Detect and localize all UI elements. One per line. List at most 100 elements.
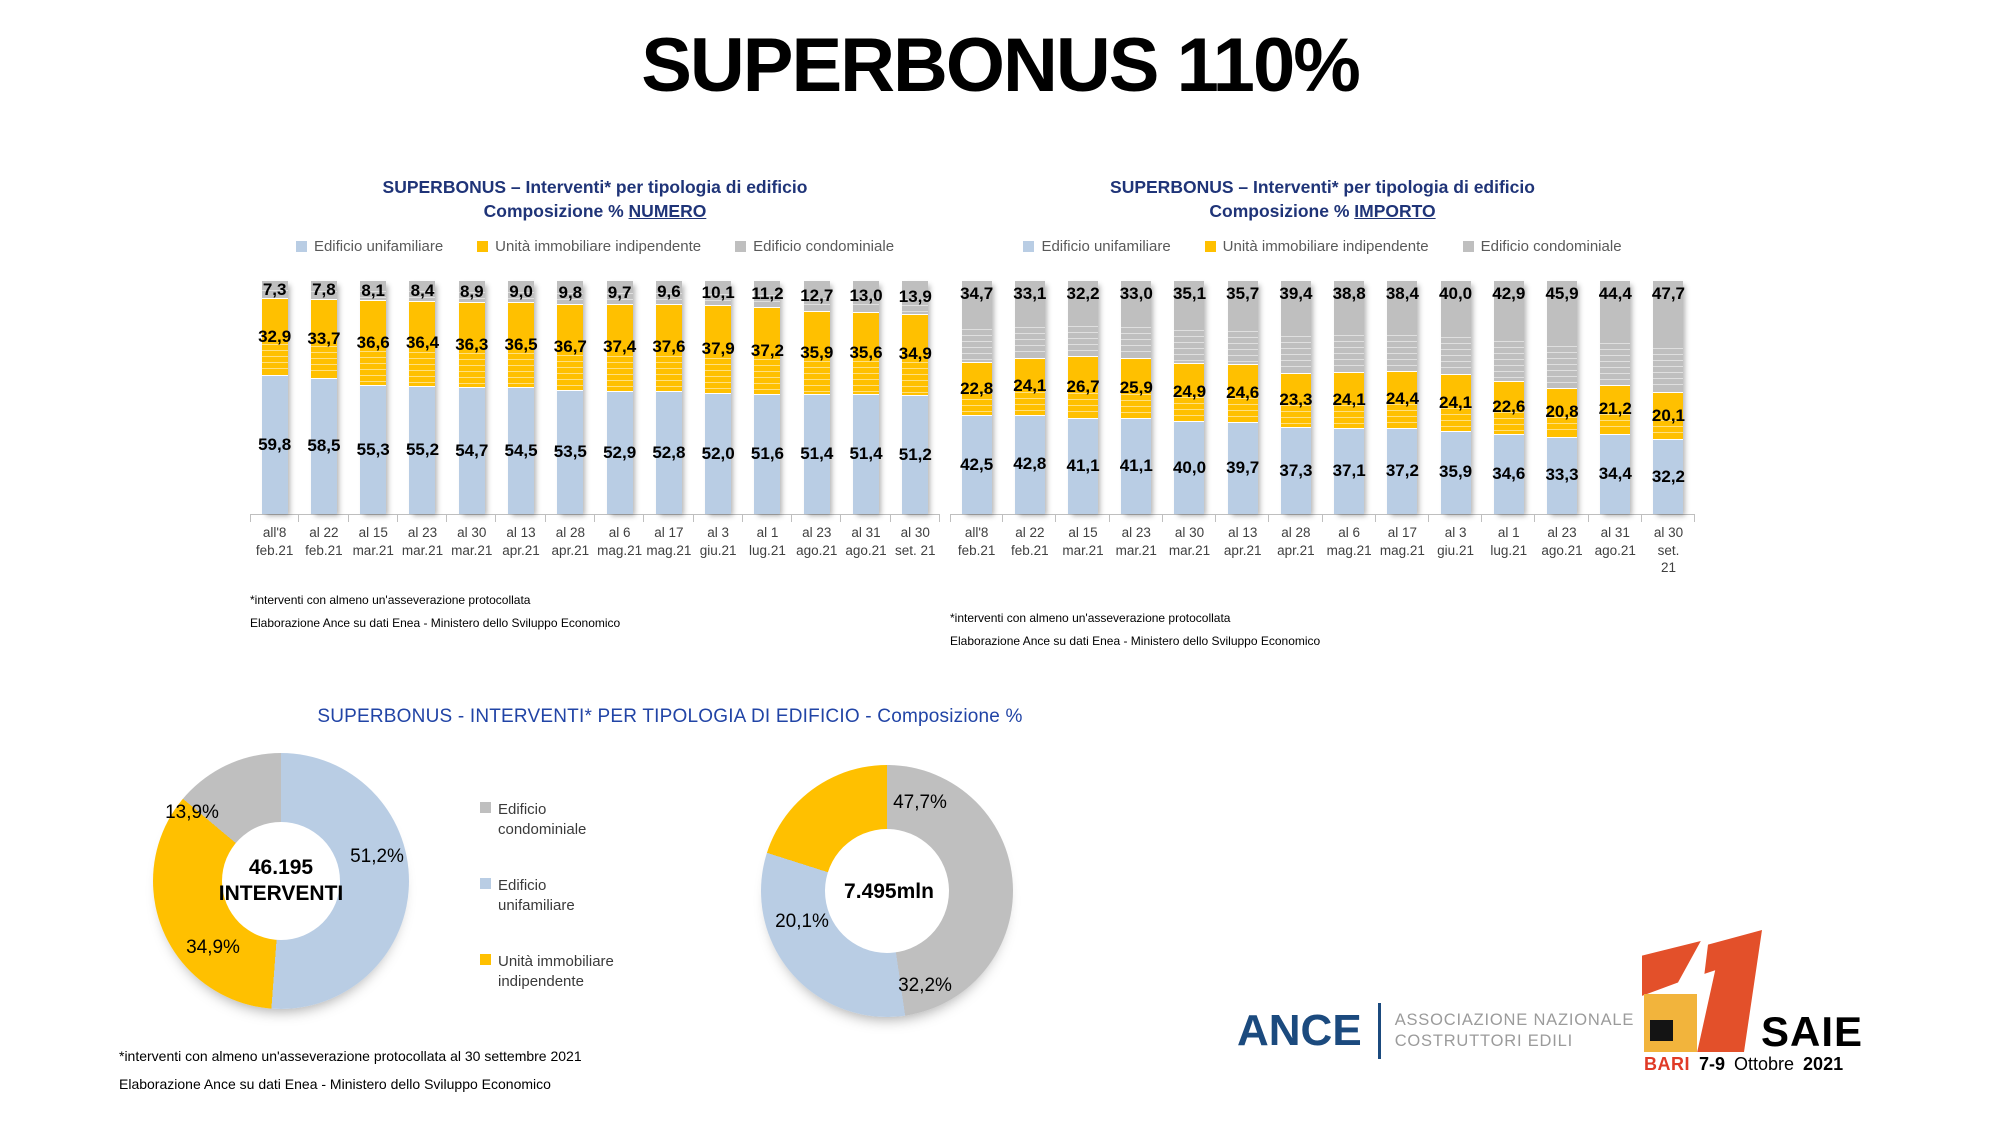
donut-center-value: 7.495mln (844, 879, 934, 903)
bar-value-label: 44,4 (1598, 284, 1632, 304)
bar-segment-con (1600, 281, 1631, 385)
bar-value-label: 35,9 (800, 342, 834, 362)
bar-segment-uni (1493, 433, 1524, 515)
bar-value-label: 22,8 (960, 378, 994, 398)
plot-area: 42,5 22,8 34,7 42,8 24,1 33,1 41,1 26,7 32,2 41,1… (950, 281, 1696, 523)
bar-segment-con (1547, 281, 1578, 389)
bar-value-label: 34,6 (1492, 463, 1526, 483)
stacked-bar (1547, 281, 1578, 515)
bar-segment-ind (310, 299, 337, 378)
bar-segment-uni (557, 389, 584, 515)
bar-segment-con (458, 281, 485, 302)
bar-segment-ind (803, 310, 830, 395)
x-tick-label: al 13 apr.21 (1223, 525, 1262, 558)
bar-segment-uni (803, 394, 830, 515)
bar-value-label: 33,7 (307, 328, 341, 348)
x-tick-label: al 23 mar.21 (401, 525, 444, 558)
bar-segment-con (1387, 281, 1418, 371)
legend-label: Edificio condominiale (498, 801, 587, 838)
bar-segment-uni (1600, 434, 1631, 515)
legend-swatch (1462, 241, 1474, 253)
legend-swatch (1023, 241, 1035, 253)
bar-segment-con (310, 281, 337, 300)
x-tick-label: al 23 mar.21 (1115, 525, 1157, 558)
bar-value-label: 37,3 (1279, 460, 1313, 480)
bar-value-label: 9,8 (558, 282, 583, 302)
x-tick-label: al 22 feb.21 (1011, 525, 1049, 558)
footnote: Elaborazione Ance su dati Enea - Ministe… (250, 616, 621, 631)
legend-swatch (480, 878, 491, 889)
bar-segment-con (1014, 281, 1045, 359)
bar-value-label: 8,1 (361, 280, 386, 300)
slice-label-condominiale: 47,7% (893, 792, 947, 813)
bar-value-label: 24,4 (1385, 389, 1419, 409)
bar-segment-uni (655, 391, 682, 515)
bar-segment-ind (1334, 371, 1365, 428)
legend-label: Edificio condominiale (1480, 238, 1622, 256)
bar-value-label: 9,7 (607, 282, 632, 302)
bar-value-label: 20,8 (1545, 402, 1579, 422)
legend-swatch (295, 241, 307, 253)
bar-segment-ind (1653, 392, 1684, 440)
bar-value-label: 59,8 (258, 434, 292, 454)
x-tick-label: al 17 mag.21 (1379, 525, 1425, 558)
ance-logo-description: Associazione Nazionale Costruttori Edili (1395, 1010, 1634, 1053)
bar-segment-ind (1493, 381, 1524, 434)
bar-value-label: 54,7 (455, 440, 489, 460)
legend-item: Unità immobiliare indipendente (477, 238, 701, 255)
bar-value-label: 9,0 (509, 281, 533, 301)
bar-segment-ind (557, 304, 584, 390)
bar-column: 34,4 21,2 44,4 (1589, 281, 1643, 523)
bar-segment-con (261, 281, 288, 299)
stacked-bar (1121, 281, 1152, 515)
bar-value-label: 40,0 (1172, 457, 1207, 477)
footnote: Elaborazione Ance su dati Enea - Ministe… (119, 1076, 551, 1092)
bar-segment-ind (508, 302, 535, 388)
bar-segment-ind (458, 301, 485, 387)
stacked-bar (1068, 281, 1099, 515)
bar-column: 39,7 24,6 35,7 (1216, 281, 1270, 523)
bar-segment-con (606, 281, 633, 304)
x-tick-label: all'8 feb.21 (255, 525, 294, 558)
stacked-bar (655, 281, 682, 515)
bar-column: 51,6 37,2 11,2 (743, 281, 793, 523)
chart-subtitle-prefix: Composizione % (483, 200, 629, 221)
bar-column: 51,4 35,9 12,7 (792, 281, 842, 523)
bar-value-label: 42,5 (960, 454, 994, 474)
x-tick-label: al 3 giu.21 (699, 525, 737, 558)
bar-segment-con (705, 281, 732, 305)
bar-segment-ind (1227, 364, 1258, 422)
chart-subtitle-prefix: Composizione % (1209, 200, 1355, 221)
bar-value-label: 36,6 (356, 332, 390, 352)
x-axis-labels: all'8 feb.21 al 22 feb.21 al 15 mar.21 al 23 ma… (950, 524, 1695, 577)
bar-value-label: 38,8 (1332, 284, 1366, 304)
stacked-bar (409, 281, 436, 515)
bar-value-label: 58,5 (307, 436, 341, 456)
donut-center-label: 7.495mln (844, 879, 934, 905)
bar-segment-con (1227, 281, 1258, 365)
bottom-footnotes: *interventi con almeno un'asseverazione … (119, 1042, 582, 1098)
bar-value-label: 22,6 (1492, 397, 1526, 417)
bar-segment-con (1121, 281, 1152, 359)
bar-segment-con (655, 281, 682, 304)
legend-label: Unità immobiliare indipendente (498, 953, 614, 990)
bar-value-label: 42,9 (1492, 284, 1526, 304)
bar-segment-ind (902, 313, 929, 395)
saie-month: Ottobre (1734, 1054, 1795, 1074)
bar-segment-uni (902, 394, 929, 515)
bar-segment-ind (1121, 358, 1152, 419)
legend-swatch (480, 954, 491, 965)
bar-value-label: 7,8 (312, 280, 336, 300)
bar-value-label: 52,8 (652, 442, 686, 462)
chart-subtitle: Composizione % NUMERO (250, 200, 940, 224)
bar-column: 40,0 24,9 35,1 (1163, 281, 1217, 523)
x-tick-label: al 23 ago.21 (796, 525, 838, 558)
x-tick-label: al 6 mag.21 (597, 525, 643, 558)
legend-label: Edificio unifamiliare (498, 877, 575, 914)
stacked-bar (1653, 281, 1684, 515)
bar-value-label: 41,1 (1066, 456, 1100, 476)
stacked-bar (754, 281, 781, 515)
bar-value-label: 26,7 (1066, 377, 1100, 397)
chart-subtitle-emphasis: NUMERO (628, 200, 707, 221)
bar-value-label: 37,2 (1385, 460, 1419, 480)
